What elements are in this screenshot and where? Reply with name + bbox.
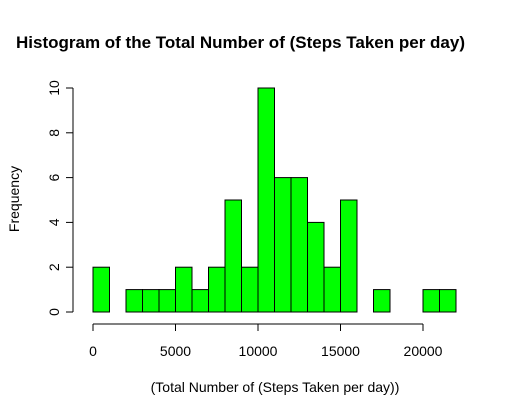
histogram-bar	[422, 289, 440, 313]
y-axis-label: Frequency	[6, 166, 22, 232]
x-tick-label: 0	[89, 343, 97, 359]
histogram-bar	[125, 289, 143, 313]
x-axis-label: (Total Number of (Steps Taken per day))	[151, 379, 400, 395]
histogram-bar	[142, 289, 160, 313]
x-tick-label: 10000	[239, 343, 278, 359]
histogram-bar	[439, 289, 457, 313]
bars-group	[92, 87, 457, 313]
histogram-bar	[373, 289, 391, 313]
histogram-bar	[274, 177, 292, 313]
y-tick-label: 6	[46, 173, 62, 181]
histogram-bar	[208, 266, 226, 313]
histogram-bar	[224, 199, 242, 313]
histogram-bar	[323, 266, 341, 313]
histogram-bar	[191, 289, 209, 313]
histogram-bar	[92, 266, 110, 313]
histogram-bar	[175, 266, 193, 313]
y-tick-label: 10	[46, 80, 62, 96]
chart-title: Histogram of the Total Number of (Steps …	[16, 33, 465, 52]
histogram-bar	[241, 266, 259, 313]
y-tick-label: 2	[46, 263, 62, 271]
histogram-bar	[340, 199, 358, 313]
histogram-bar	[290, 177, 308, 313]
histogram-bar	[307, 221, 325, 313]
y-axis: 0 2 4 6 8 10	[46, 80, 74, 316]
histogram-bar	[257, 87, 275, 313]
y-tick-label: 8	[46, 129, 62, 137]
chart-title-group: Histogram of the Total Number of (Steps …	[16, 33, 465, 52]
y-tick-label: 0	[46, 308, 62, 316]
x-axis: 0 5000 10000 15000 20000	[89, 323, 443, 359]
histogram-bar	[158, 289, 176, 313]
x-tick-label: 15000	[321, 343, 360, 359]
x-tick-label: 20000	[404, 343, 443, 359]
x-tick-label: 5000	[160, 343, 191, 359]
y-tick-label: 4	[46, 218, 62, 226]
